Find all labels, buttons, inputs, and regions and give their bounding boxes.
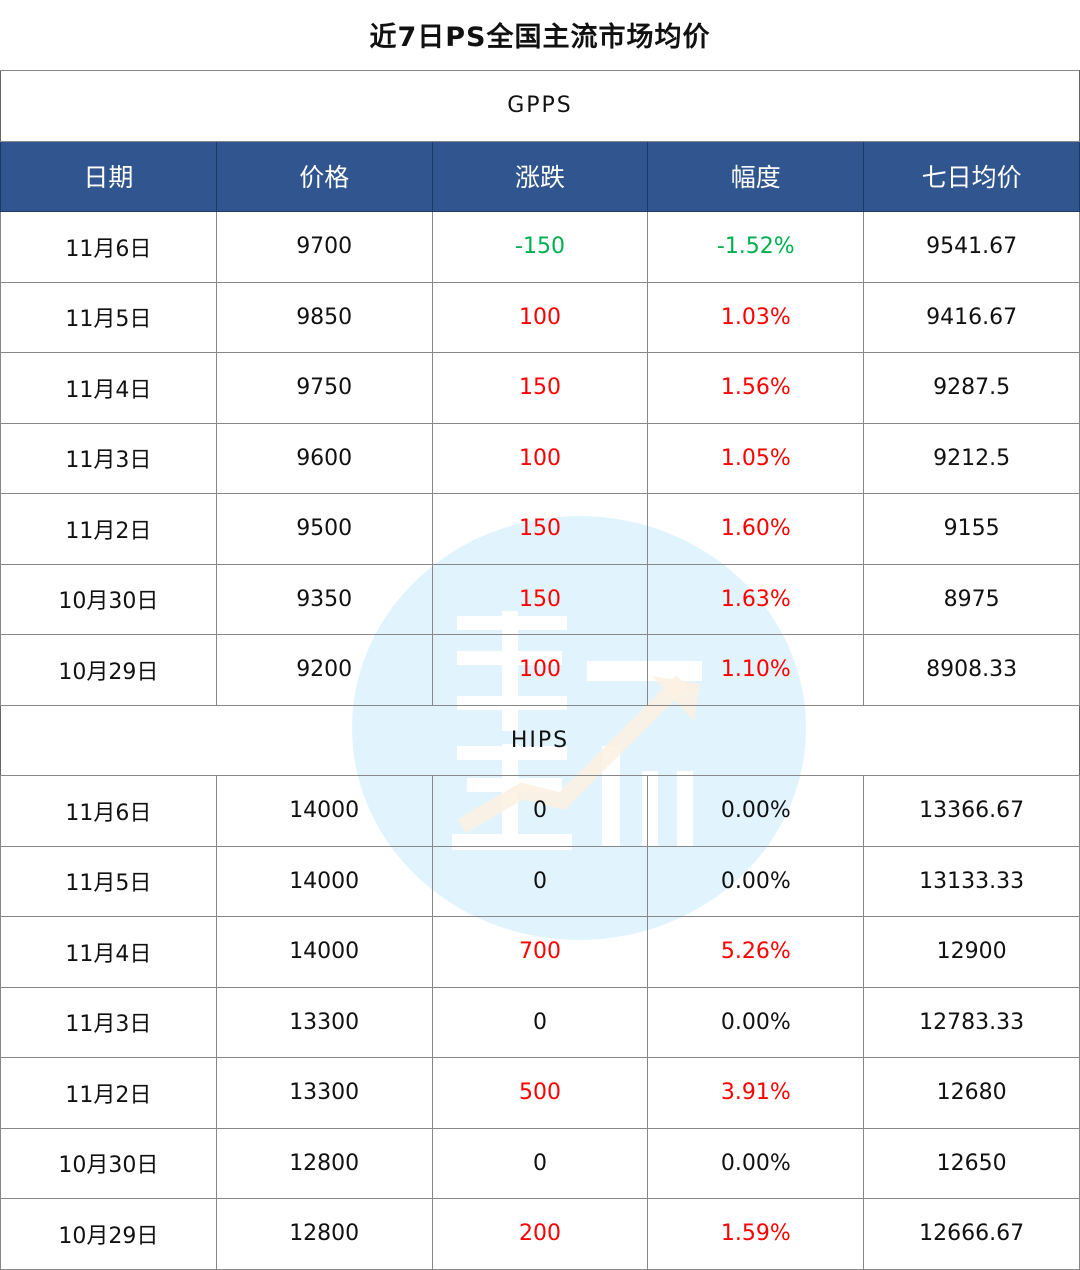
price-cell: 9750 xyxy=(215,352,433,424)
price-cell: 9850 xyxy=(215,281,433,353)
change-cell: 150 xyxy=(431,352,649,424)
table-row: 11月3日 13300 0 0.00% 12783.33 xyxy=(0,986,1080,1058)
avg-cell: 9155 xyxy=(863,493,1080,565)
change-cell: 0 xyxy=(431,775,649,847)
table-row: 11月6日 9700 -150 -1.52% 9541.67 xyxy=(0,211,1080,283)
percent-cell: 1.59% xyxy=(647,1198,865,1270)
avg-cell: 9416.67 xyxy=(863,281,1080,353)
price-cell: 14000 xyxy=(215,916,433,988)
table-row: 11月5日 14000 0 0.00% 13133.33 xyxy=(0,845,1080,917)
avg-cell: 12900 xyxy=(863,916,1080,988)
price-cell: 13300 xyxy=(215,986,433,1058)
change-cell: 100 xyxy=(431,634,649,706)
section-title: HIPS xyxy=(0,704,1080,776)
percent-cell: 0.00% xyxy=(647,1127,865,1199)
change-cell: 100 xyxy=(431,422,649,494)
date-cell: 11月3日 xyxy=(0,986,217,1058)
price-cell: 14000 xyxy=(215,845,433,917)
date-cell: 11月5日 xyxy=(0,281,217,353)
change-cell: 150 xyxy=(431,563,649,635)
table-row: 11月5日 9850 100 1.03% 9416.67 xyxy=(0,281,1080,353)
avg-cell: 13366.67 xyxy=(863,775,1080,847)
price-cell: 9700 xyxy=(215,211,433,283)
avg-cell: 12666.67 xyxy=(863,1198,1080,1270)
avg-cell: 12783.33 xyxy=(863,986,1080,1058)
date-cell: 11月3日 xyxy=(0,422,217,494)
price-cell: 9600 xyxy=(215,422,433,494)
table-row: 11月2日 9500 150 1.60% 9155 xyxy=(0,493,1080,565)
price-cell: 9200 xyxy=(215,634,433,706)
change-cell: -150 xyxy=(431,211,649,283)
column-header: 涨跌 xyxy=(431,140,649,212)
percent-cell: 0.00% xyxy=(647,775,865,847)
change-cell: 0 xyxy=(431,845,649,917)
percent-cell: 1.03% xyxy=(647,281,865,353)
table-row: 11月6日 14000 0 0.00% 13366.67 xyxy=(0,775,1080,847)
price-cell: 12800 xyxy=(215,1198,433,1270)
percent-cell: 1.60% xyxy=(647,493,865,565)
change-cell: 100 xyxy=(431,281,649,353)
percent-cell: 1.63% xyxy=(647,563,865,635)
percent-cell: 1.10% xyxy=(647,634,865,706)
date-cell: 11月2日 xyxy=(0,493,217,565)
table-row: 11月4日 9750 150 1.56% 9287.5 xyxy=(0,352,1080,424)
date-cell: 11月2日 xyxy=(0,1057,217,1129)
percent-cell: 0.00% xyxy=(647,845,865,917)
date-cell: 11月6日 xyxy=(0,211,217,283)
section-row: HIPS xyxy=(0,704,1080,776)
avg-cell: 9541.67 xyxy=(863,211,1080,283)
header-row: 日期 价格 涨跌 幅度 七日均价 xyxy=(0,140,1080,212)
avg-cell: 13133.33 xyxy=(863,845,1080,917)
change-cell: 700 xyxy=(431,916,649,988)
table-row: 10月29日 9200 100 1.10% 8908.33 xyxy=(0,634,1080,706)
price-cell: 13300 xyxy=(215,1057,433,1129)
table-row: 11月3日 9600 100 1.05% 9212.5 xyxy=(0,422,1080,494)
section-title: GPPS xyxy=(0,70,1080,142)
price-cell: 14000 xyxy=(215,775,433,847)
date-cell: 11月4日 xyxy=(0,352,217,424)
change-cell: 200 xyxy=(431,1198,649,1270)
date-cell: 10月30日 xyxy=(0,563,217,635)
date-cell: 10月29日 xyxy=(0,634,217,706)
price-table: GPPS 日期 价格 涨跌 幅度 七日均价 11月6日 9700 -150 -1.52% 9… xyxy=(0,70,1080,1270)
avg-cell: 9287.5 xyxy=(863,352,1080,424)
date-cell: 11月4日 xyxy=(0,916,217,988)
column-header: 价格 xyxy=(215,140,433,212)
avg-cell: 12680 xyxy=(863,1057,1080,1129)
percent-cell: 5.26% xyxy=(647,916,865,988)
column-header: 日期 xyxy=(0,140,217,212)
table-row: 11月4日 14000 700 5.26% 12900 xyxy=(0,916,1080,988)
price-cell: 9500 xyxy=(215,493,433,565)
change-cell: 500 xyxy=(431,1057,649,1129)
avg-cell: 9212.5 xyxy=(863,422,1080,494)
page-title: 近7日PS全国主流市场均价 xyxy=(369,22,711,53)
section-row: GPPS xyxy=(0,70,1080,142)
date-cell: 10月29日 xyxy=(0,1198,217,1270)
date-cell: 11月5日 xyxy=(0,845,217,917)
percent-cell: -1.52% xyxy=(647,211,865,283)
change-cell: 0 xyxy=(431,986,649,1058)
table-row: 11月2日 13300 500 3.91% 12680 xyxy=(0,1057,1080,1129)
change-cell: 150 xyxy=(431,493,649,565)
column-header: 幅度 xyxy=(647,140,865,212)
table-row: 10月30日 9350 150 1.63% 8975 xyxy=(0,563,1080,635)
percent-cell: 0.00% xyxy=(647,986,865,1058)
price-cell: 9350 xyxy=(215,563,433,635)
avg-cell: 8908.33 xyxy=(863,634,1080,706)
percent-cell: 1.56% xyxy=(647,352,865,424)
table-row: 10月30日 12800 0 0.00% 12650 xyxy=(0,1127,1080,1199)
column-header: 七日均价 xyxy=(863,140,1080,212)
price-cell: 12800 xyxy=(215,1127,433,1199)
avg-cell: 8975 xyxy=(863,563,1080,635)
date-cell: 11月6日 xyxy=(0,775,217,847)
date-cell: 10月30日 xyxy=(0,1127,217,1199)
table-row: 10月29日 12800 200 1.59% 12666.67 xyxy=(0,1198,1080,1270)
change-cell: 0 xyxy=(431,1127,649,1199)
percent-cell: 3.91% xyxy=(647,1057,865,1129)
percent-cell: 1.05% xyxy=(647,422,865,494)
avg-cell: 12650 xyxy=(863,1127,1080,1199)
